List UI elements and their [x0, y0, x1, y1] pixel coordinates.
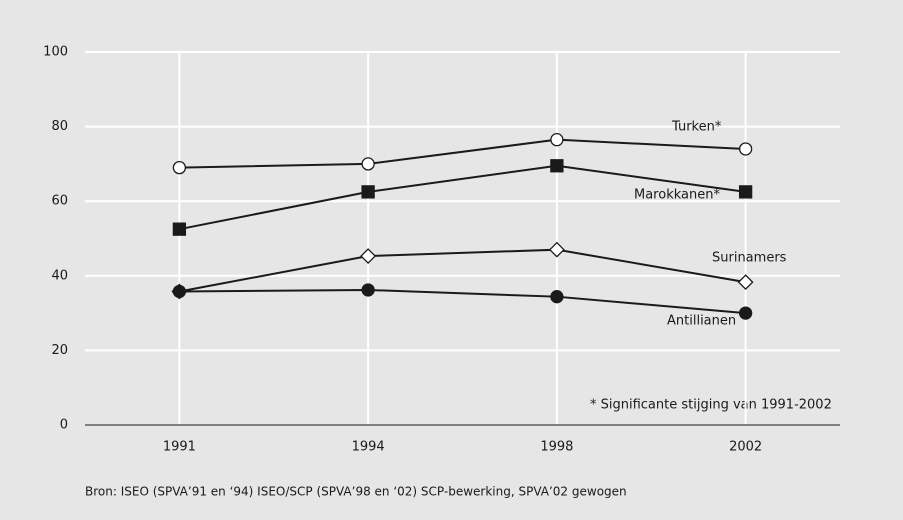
y-tick-label: 20 — [51, 343, 68, 358]
marker — [172, 160, 187, 175]
x-tick-label: 2002 — [729, 440, 762, 455]
series-label: Marokkanen* — [634, 188, 720, 203]
series-label: Antillianen — [667, 314, 736, 329]
marker — [550, 133, 564, 147]
series-label: Turken* — [671, 120, 722, 135]
marker — [360, 248, 377, 264]
marker — [361, 185, 375, 199]
marker — [361, 283, 375, 297]
y-tick-label: 100 — [43, 45, 68, 60]
marker — [738, 142, 753, 156]
y-tick-label: 0 — [60, 418, 68, 433]
series-line — [179, 164, 746, 231]
y-tick-label: 40 — [51, 268, 68, 283]
marker — [737, 274, 754, 291]
marker — [738, 306, 753, 320]
series-line — [179, 288, 746, 315]
marker — [738, 185, 753, 199]
marker — [548, 241, 565, 258]
x-tick-label: 1998 — [540, 440, 573, 455]
x-tick-label: 1991 — [163, 440, 196, 455]
marker — [172, 222, 187, 236]
y-tick-label: 80 — [51, 119, 68, 134]
y-tick-label: 60 — [51, 194, 68, 209]
marker — [172, 284, 187, 299]
marker — [361, 157, 375, 171]
marker — [550, 159, 564, 173]
series-line — [179, 138, 746, 169]
x-tick-label: 1994 — [352, 440, 385, 455]
series-label: Surinamers — [712, 251, 787, 266]
marker — [550, 290, 564, 304]
source: Bron: ISEO (SPVA’91 en ‘94) ISEO/SCP (SP… — [85, 485, 627, 499]
annotation: * Significante stijging van 1991-2002 — [590, 398, 832, 413]
series-line — [179, 248, 746, 293]
